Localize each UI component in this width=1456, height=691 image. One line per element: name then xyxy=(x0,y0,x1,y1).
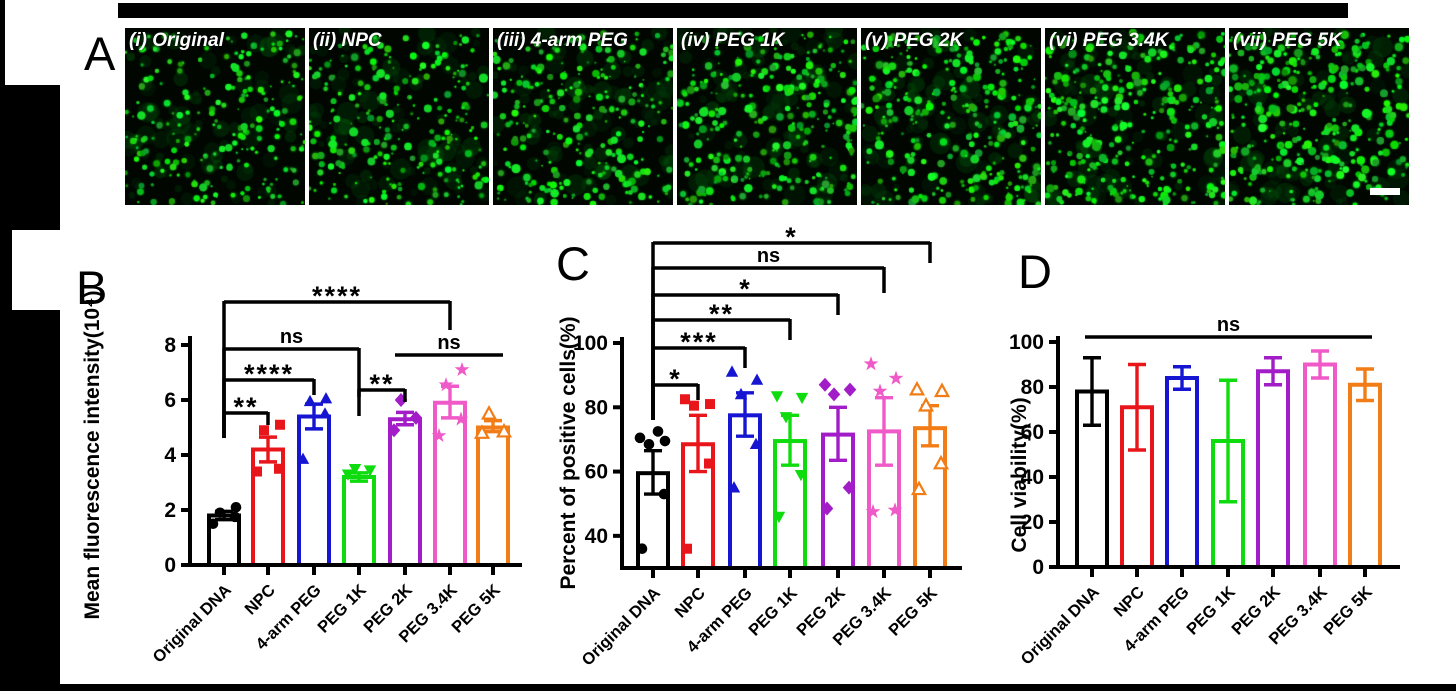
micrograph-image xyxy=(1229,28,1409,205)
micrograph-label: (i) Original xyxy=(129,30,224,51)
svg-text:8: 8 xyxy=(164,334,176,357)
svg-text:Original DNA: Original DNA xyxy=(1017,583,1102,668)
svg-text:Percent of positive cells(%): Percent of positive cells(%) xyxy=(557,316,580,589)
svg-text:PEG 5K: PEG 5K xyxy=(885,584,941,640)
svg-text:****: **** xyxy=(244,359,294,389)
micrograph-original: (i) Original xyxy=(125,28,305,205)
panel-b-letter: B xyxy=(76,261,108,314)
svg-text:**: ** xyxy=(233,392,258,422)
svg-text:PEG 5K: PEG 5K xyxy=(1320,583,1376,639)
scale-bar xyxy=(1370,188,1400,195)
micrograph-label: (vii) PEG 5K xyxy=(1233,30,1342,51)
svg-text:100: 100 xyxy=(1010,331,1044,354)
micrograph-image xyxy=(309,28,489,205)
micrograph-label: (ii) NPC xyxy=(313,30,382,51)
left-black-block-upper xyxy=(0,85,60,230)
micrograph-image xyxy=(861,28,1041,205)
svg-text:PEG 1K: PEG 1K xyxy=(1183,583,1239,639)
svg-text:**: ** xyxy=(369,369,394,399)
micrograph-row: (i) Original (ii) NPC (iii) 4-arm PEG (i… xyxy=(125,28,1411,205)
svg-text:***: *** xyxy=(680,327,718,357)
svg-text:ns: ns xyxy=(757,245,780,267)
top-black-bar xyxy=(118,3,1348,18)
svg-text:100: 100 xyxy=(573,332,608,355)
micrograph-label: (iv) PEG 1K xyxy=(681,30,785,51)
svg-text:NPC: NPC xyxy=(671,584,708,621)
svg-text:Mean fluorescence intensity(10: Mean fluorescence intensity(10⁴) xyxy=(81,291,104,620)
svg-text:Original DNA: Original DNA xyxy=(149,581,234,666)
left-black-strip-top xyxy=(0,0,5,85)
panel-c-letter: C xyxy=(556,237,590,290)
micrograph-peg-1k: (iv) PEG 1K xyxy=(677,28,857,205)
micrograph-peg-3-4k: (vi) PEG 3.4K xyxy=(1045,28,1225,205)
svg-text:*: * xyxy=(785,225,798,252)
panel-d-letter: D xyxy=(1018,245,1052,298)
svg-text:6: 6 xyxy=(164,389,176,412)
svg-text:60: 60 xyxy=(1021,421,1044,444)
svg-text:*: * xyxy=(739,274,752,304)
svg-text:PEG 1K: PEG 1K xyxy=(745,584,801,640)
svg-text:40: 40 xyxy=(1021,466,1044,489)
micrograph-image xyxy=(1045,28,1225,205)
svg-text:*: * xyxy=(669,364,682,394)
svg-text:ns: ns xyxy=(1217,314,1240,336)
micrograph-peg-2k: (v) PEG 2K xyxy=(861,28,1041,205)
svg-text:ns: ns xyxy=(437,332,460,354)
svg-text:80: 80 xyxy=(1021,376,1044,399)
panel-a-letter: A xyxy=(84,27,116,80)
micrograph-image xyxy=(125,28,305,205)
micrograph-image xyxy=(493,28,673,205)
svg-text:ns: ns xyxy=(280,326,303,348)
left-black-strip-mid xyxy=(0,230,12,310)
left-black-block-lower xyxy=(0,310,60,691)
svg-text:Original DNA: Original DNA xyxy=(578,584,663,669)
micrograph-label: (v) PEG 2K xyxy=(865,30,964,51)
micrograph-label: (vi) PEG 3.4K xyxy=(1049,30,1169,51)
micrograph-4arm-peg: (iii) 4-arm PEG xyxy=(493,28,673,205)
svg-text:PEG 5K: PEG 5K xyxy=(448,581,504,637)
svg-text:0: 0 xyxy=(1032,556,1044,579)
bottom-black-bar xyxy=(0,684,1456,691)
svg-text:2: 2 xyxy=(164,499,176,522)
micrograph-image xyxy=(677,28,857,205)
svg-text:Cell viability(%): Cell viability(%) xyxy=(1010,397,1031,552)
svg-text:NPC: NPC xyxy=(241,581,278,618)
svg-text:40: 40 xyxy=(585,525,608,548)
svg-text:4: 4 xyxy=(164,444,176,467)
svg-text:****: **** xyxy=(312,281,362,311)
svg-text:**: ** xyxy=(709,299,734,329)
svg-text:PEG 1K: PEG 1K xyxy=(314,581,370,637)
svg-text:60: 60 xyxy=(585,461,608,484)
svg-text:0: 0 xyxy=(164,554,176,577)
micrograph-npc: (ii) NPC xyxy=(309,28,489,205)
svg-text:80: 80 xyxy=(585,396,608,419)
svg-text:20: 20 xyxy=(1021,511,1044,534)
micrograph-peg-5k: (vii) PEG 5K xyxy=(1229,28,1409,205)
micrograph-label: (iii) 4-arm PEG xyxy=(497,30,628,51)
svg-text:NPC: NPC xyxy=(1110,583,1147,620)
